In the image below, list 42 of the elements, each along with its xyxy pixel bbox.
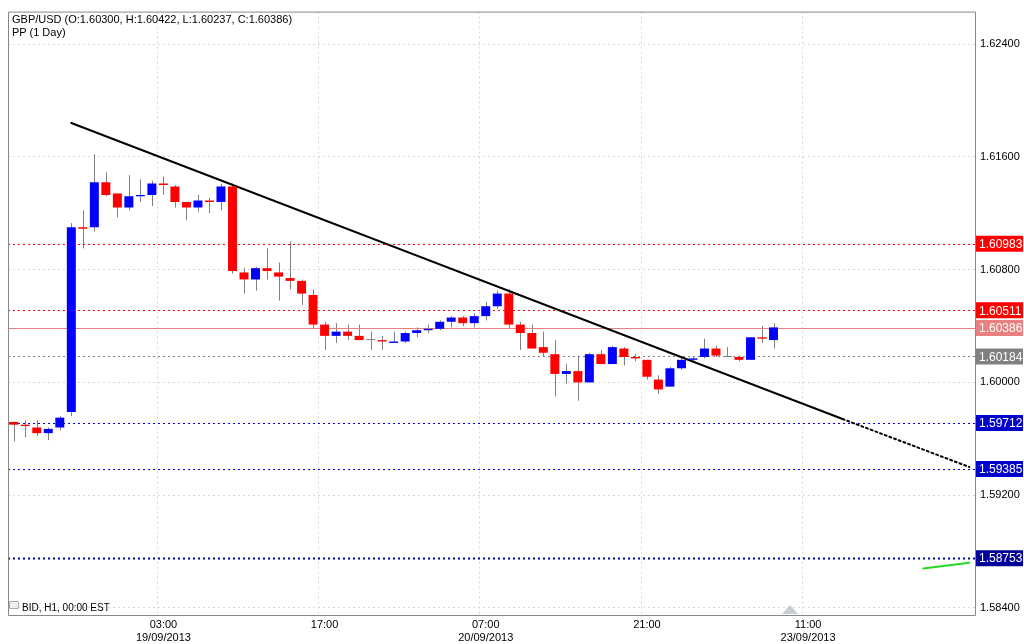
y-tick-label: 1.62400 [980,37,1020,50]
y-tick-label: 1.61600 [980,149,1020,162]
candlestick [320,321,330,351]
candlestick [297,278,307,306]
candlestick [101,171,111,197]
y-tick-label: 1.59200 [980,488,1020,501]
candlestick [561,363,571,385]
chart-title: GBP/USD (O:1.60300, H:1.60422, L:1.60237, C:1.60386) [12,12,293,25]
candlestick [653,374,663,395]
y-tick-label: 1.60800 [980,262,1020,275]
ref-line-label: 1.59385 [979,462,1023,477]
candlestick [216,183,226,211]
candlestick [481,301,491,321]
x-tick-label: 03:00 19/09/2013 [135,617,191,643]
annotation: BID, H1, 00:00 EST [22,602,110,613]
x-tick-label: 07:00 20/09/2013 [458,617,514,643]
candlestick [769,322,779,350]
candlestick [262,247,272,280]
candlestick [366,331,376,351]
y-tick-label: 1.60000 [980,375,1020,388]
ref-line-label: 1.60386 [979,321,1023,336]
candlestick [274,262,284,302]
ref-line-label: 1.60511 [979,303,1022,318]
ref-line-label: 1.60983 [979,237,1023,252]
candlestick [665,366,675,388]
x-tick-label: 21:00 [633,617,661,630]
candlestick [492,290,502,310]
candlestick [124,174,134,211]
candlestick [515,321,525,351]
ref-line-label: 1.58753 [979,551,1023,566]
candlestick [251,266,260,292]
text: PP (1 Day) [12,25,66,38]
candlestick [112,192,122,218]
x-tick-label: 11:00 23/09/2013 [780,617,836,643]
ref-line-label: 1.60184 [979,349,1023,364]
ref-line-label: 1.59712 [979,416,1023,431]
candlestick [331,322,341,344]
candlestick [147,180,157,207]
y-tick-label: 1.58400 [980,600,1020,613]
candlestick [170,184,180,209]
candlestick [527,324,537,350]
x-tick-label: 17:00 [310,617,339,630]
